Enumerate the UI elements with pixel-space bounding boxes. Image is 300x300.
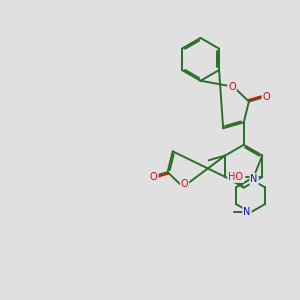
Text: O: O (150, 172, 158, 182)
Text: HO: HO (228, 172, 243, 182)
Text: O: O (228, 82, 236, 92)
Text: O: O (181, 179, 188, 189)
Text: O: O (262, 92, 270, 101)
Text: N: N (250, 174, 258, 184)
Text: N: N (243, 207, 250, 218)
